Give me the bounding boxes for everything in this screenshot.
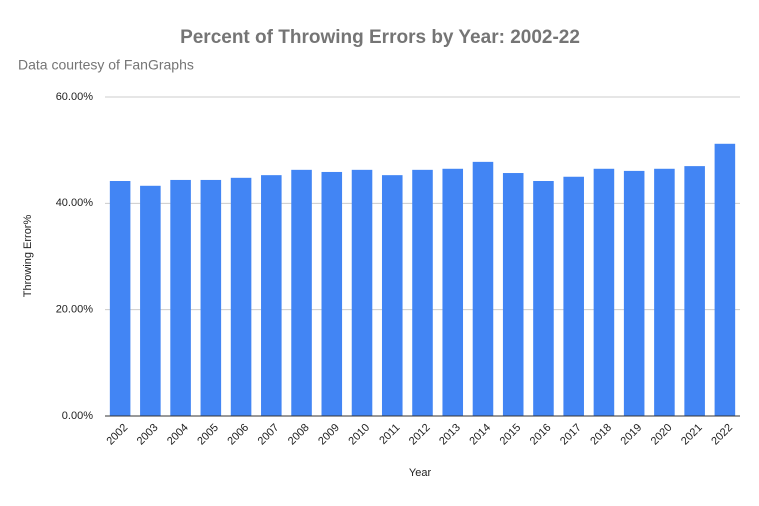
y-tick-label: 0.00% bbox=[62, 410, 93, 422]
bar bbox=[321, 171, 343, 416]
x-axis-title: Year bbox=[409, 467, 432, 479]
y-tick-label: 40.00% bbox=[56, 197, 94, 209]
bar bbox=[200, 179, 222, 416]
bar bbox=[230, 177, 252, 416]
bar bbox=[654, 168, 675, 416]
bar bbox=[351, 169, 373, 416]
bar bbox=[472, 161, 494, 416]
bar bbox=[170, 179, 191, 416]
bar bbox=[593, 168, 615, 416]
chart-subtitle: Data courtesy of FanGraphs bbox=[18, 57, 194, 73]
bar bbox=[623, 170, 645, 416]
bar bbox=[261, 175, 282, 416]
bar bbox=[412, 169, 433, 416]
chart-title: Percent of Throwing Errors by Year: 2002… bbox=[180, 27, 580, 48]
y-axis-title: Throwing Error% bbox=[22, 215, 34, 298]
bar bbox=[291, 169, 312, 416]
bar bbox=[140, 185, 161, 416]
bar bbox=[109, 181, 131, 416]
bar bbox=[442, 168, 464, 416]
bar bbox=[563, 176, 584, 416]
bar bbox=[714, 143, 736, 416]
bar bbox=[381, 175, 403, 416]
bar bbox=[533, 181, 554, 416]
bar bbox=[502, 173, 524, 416]
y-tick-label: 60.00% bbox=[56, 91, 94, 103]
bar bbox=[684, 166, 705, 416]
y-tick-label: 20.00% bbox=[56, 304, 94, 316]
